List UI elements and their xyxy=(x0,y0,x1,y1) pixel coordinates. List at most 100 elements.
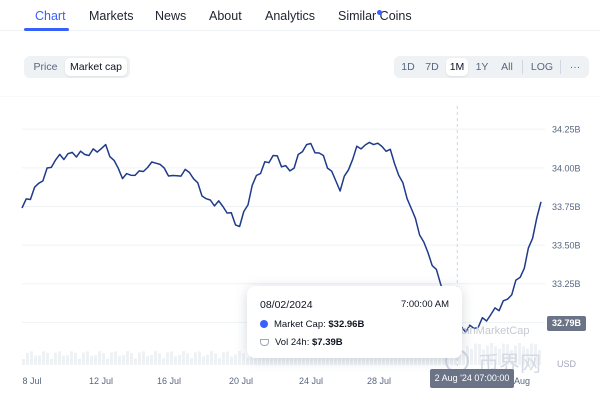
volume-bar xyxy=(506,344,509,365)
volume-bar xyxy=(90,355,93,365)
tab-about[interactable]: About xyxy=(209,9,242,23)
volume-bar xyxy=(522,346,525,365)
tooltip-market-cap-row: Market Cap: $32.96B xyxy=(260,319,364,330)
volume-bar xyxy=(194,352,197,365)
volume-bar xyxy=(282,351,285,365)
last-value-badge: 32.79B xyxy=(547,316,586,331)
price-mode-button[interactable]: Price xyxy=(33,61,58,73)
range-1d-button[interactable]: 1D xyxy=(401,61,415,73)
volume-bar xyxy=(358,357,361,365)
range-1m-button[interactable]: 1M xyxy=(446,58,468,76)
volume-bar xyxy=(502,343,505,365)
hover-date-badge: 2 Aug '24 07:00:00 xyxy=(430,369,514,388)
volume-bar xyxy=(494,346,497,365)
range-7d-button[interactable]: 7D xyxy=(425,61,439,73)
volume-bar xyxy=(390,351,393,365)
volume-bar xyxy=(338,351,341,365)
volume-bar xyxy=(534,344,537,365)
volume-bar xyxy=(198,351,201,365)
range-selector: 1D 7D 1M 1Y All LOG ··· xyxy=(394,56,589,78)
volume-bar xyxy=(314,356,317,365)
volume-bar xyxy=(406,351,409,365)
volume-bar xyxy=(510,349,513,365)
volume-bar xyxy=(486,345,489,365)
volume-bar xyxy=(162,358,165,365)
volume-bar xyxy=(410,354,413,365)
volume-bar xyxy=(30,351,33,365)
volume-bar xyxy=(514,345,517,365)
volume-bar xyxy=(418,351,421,365)
volume-bar xyxy=(498,348,501,365)
volume-bar xyxy=(170,351,173,365)
volume-bar xyxy=(402,353,405,365)
volume-bar xyxy=(94,355,97,365)
divider xyxy=(522,60,523,74)
volume-bar xyxy=(62,355,65,365)
market-cap-mode-button[interactable]: Market cap xyxy=(65,58,127,76)
volume-bar xyxy=(366,351,369,365)
volume-bar xyxy=(22,359,25,365)
tab-markets[interactable]: Markets xyxy=(89,9,134,23)
volume-bar xyxy=(142,351,145,365)
volume-bar xyxy=(106,358,109,365)
volume-bar xyxy=(422,351,425,365)
chart-mode-toggle: Price Market cap xyxy=(24,56,130,78)
volume-bar xyxy=(274,357,277,365)
volume-bar xyxy=(46,352,49,365)
tooltip-time: 7:00:00 AM xyxy=(400,299,449,310)
volume-bar xyxy=(266,351,269,365)
volume-bar xyxy=(110,352,113,365)
range-1y-button[interactable]: 1Y xyxy=(475,61,489,73)
volume-bar xyxy=(42,351,45,365)
volume-bar xyxy=(354,353,357,365)
volume-icon xyxy=(260,339,269,346)
volume-bar xyxy=(430,353,433,365)
active-tab-indicator xyxy=(24,28,69,31)
volume-bar xyxy=(526,348,529,365)
tooltip-volume-label: Vol 24h: xyxy=(275,337,310,348)
volume-bar xyxy=(398,357,401,365)
volume-bar xyxy=(326,353,329,365)
tab-analytics[interactable]: Analytics xyxy=(265,9,316,23)
volume-bar xyxy=(138,352,141,365)
tab-news[interactable]: News xyxy=(155,9,187,23)
volume-bar xyxy=(254,351,257,365)
volume-bar xyxy=(318,354,321,365)
volume-bar xyxy=(238,351,241,365)
volume-bar xyxy=(426,357,429,365)
volume-bar xyxy=(222,352,225,365)
more-options-button[interactable]: ··· xyxy=(569,61,581,73)
volume-bar xyxy=(206,354,209,365)
x-tick-label: 12 Jul xyxy=(89,376,113,386)
volume-bar xyxy=(230,356,233,365)
volume-bar xyxy=(158,353,161,365)
volume-bar xyxy=(374,354,377,365)
tooltip-market-cap-label: Market Cap: xyxy=(274,319,326,330)
volume-bar xyxy=(122,355,125,365)
volume-bar xyxy=(50,358,53,365)
tab-similar-coins[interactable]: Similar Coins xyxy=(338,9,412,23)
tab-chart[interactable]: Chart xyxy=(35,9,66,23)
y-tick-label: 34.00B xyxy=(552,163,581,173)
volume-bar xyxy=(286,356,289,365)
volume-bar xyxy=(214,353,217,365)
volume-bar xyxy=(218,358,221,365)
volume-bar xyxy=(70,351,73,365)
volume-bar xyxy=(350,351,353,365)
tooltip-volume-value: $7.39B xyxy=(311,337,343,348)
volume-bar xyxy=(242,353,245,365)
volume-bar xyxy=(150,354,153,365)
range-all-button[interactable]: All xyxy=(501,61,513,73)
volume-bar xyxy=(490,343,493,365)
volume-bar xyxy=(74,352,77,365)
volume-bar xyxy=(310,351,313,365)
volume-bar xyxy=(330,357,333,365)
log-scale-button[interactable]: LOG xyxy=(530,61,554,73)
volume-bar xyxy=(306,351,309,365)
x-tick-label: 24 Jul xyxy=(299,376,323,386)
volume-bar xyxy=(278,352,281,365)
volume-bar xyxy=(334,351,337,365)
x-tick-label: Aug xyxy=(514,376,530,386)
